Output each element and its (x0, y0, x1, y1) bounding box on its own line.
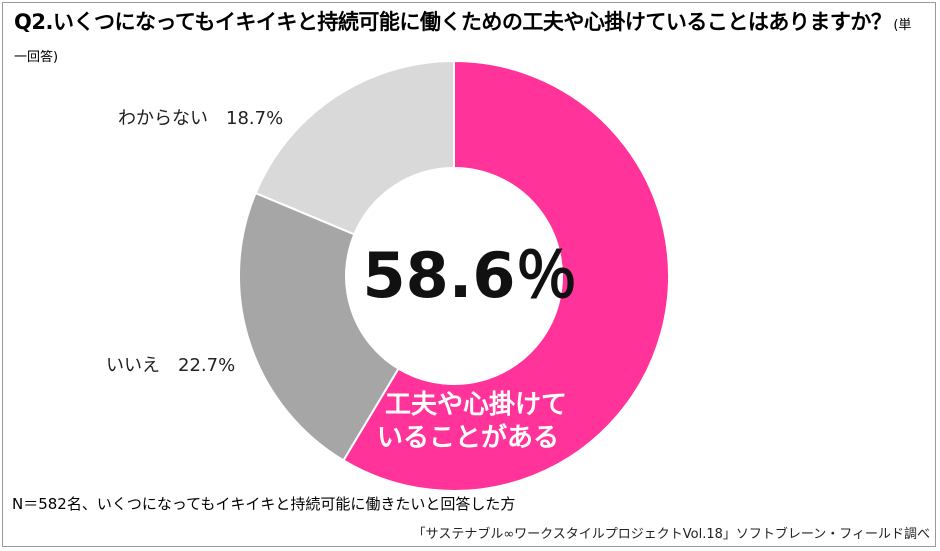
donut-hole (346, 168, 562, 384)
title-text: Q2.いくつになってもイキイキと持続可能に働くための工夫や心掛けていることはあり… (14, 10, 892, 34)
donut-slices (238, 59, 670, 492)
inner-label-line-2: いることがある (377, 422, 559, 453)
inner-label-line-1: 工夫や心掛けて (385, 390, 567, 420)
source-credit: 「サステナブル∞ワークスタイルプロジェクトVol.18」ソフトブレーン・フィール… (412, 527, 930, 542)
title-note: (単一回答) (14, 18, 912, 65)
slice-label-wakaranai: わからない 18.7% (118, 108, 283, 129)
center-value-label: 58.6％ (363, 239, 578, 312)
slice-label-iie: いいえ 22.7% (106, 355, 235, 376)
slice-wakaranai (254, 59, 455, 236)
chart-title: Q2.いくつになってもイキイキと持続可能に働くための工夫や心掛けていることはあり… (14, 8, 919, 72)
footnote-sample-size: N＝582名、いくつになってもイキイキと持続可能に働きたいと回答した方 (12, 495, 516, 513)
